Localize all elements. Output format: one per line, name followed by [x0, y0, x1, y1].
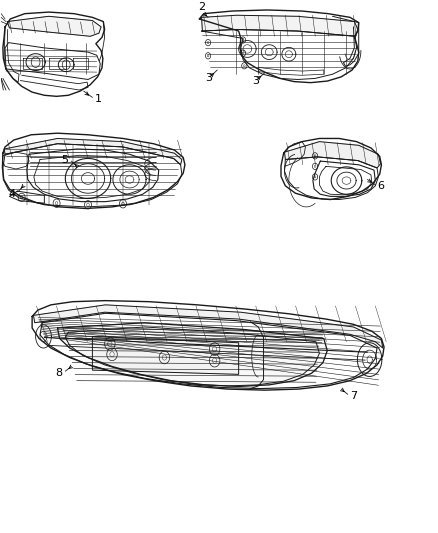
Polygon shape: [33, 305, 383, 348]
Text: 1: 1: [95, 94, 102, 104]
Polygon shape: [7, 17, 101, 36]
Polygon shape: [57, 323, 327, 386]
Text: 4: 4: [9, 189, 16, 199]
Text: 7: 7: [350, 391, 357, 401]
Polygon shape: [285, 142, 381, 168]
Text: 6: 6: [377, 181, 384, 191]
Polygon shape: [92, 336, 239, 374]
Text: 3: 3: [252, 76, 259, 85]
Text: 2: 2: [198, 2, 205, 12]
Text: 3: 3: [205, 73, 212, 83]
Polygon shape: [4, 139, 182, 165]
Text: 5: 5: [61, 155, 68, 165]
Text: 8: 8: [56, 368, 63, 378]
Polygon shape: [201, 15, 358, 36]
